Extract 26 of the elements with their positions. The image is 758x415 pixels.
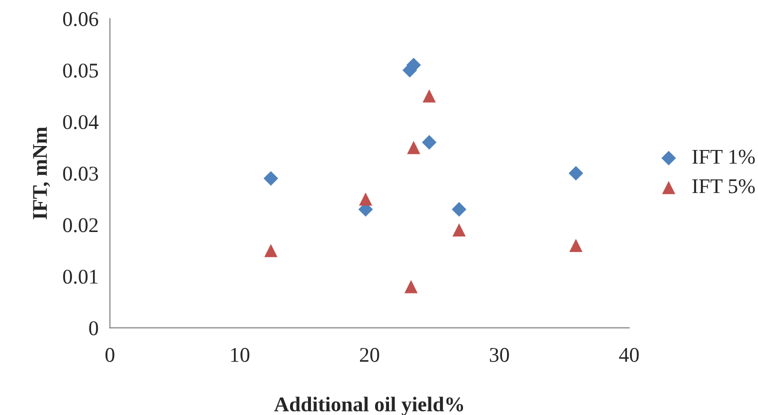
y-tick-label: 0.05 <box>63 64 98 78</box>
point <box>264 244 278 258</box>
y-tick-label: 0.01 <box>63 270 98 284</box>
y-axis-title: IFT, mNm <box>33 126 50 220</box>
point <box>568 166 584 181</box>
x-tick-label: 0 <box>105 348 114 362</box>
y-tick-label: 0 <box>89 321 98 336</box>
point <box>569 238 583 252</box>
point <box>264 171 278 186</box>
point <box>359 192 372 206</box>
y-tick-label: 0.04 <box>63 115 98 130</box>
y-tick-label: 0.03 <box>63 166 98 181</box>
x-tick-label: 30 <box>490 348 509 362</box>
y-tick-label: 0.02 <box>63 218 98 232</box>
x-tick-label: 40 <box>619 348 639 362</box>
x-tick-label: 20 <box>360 348 380 362</box>
point <box>452 223 466 237</box>
point <box>452 202 466 217</box>
legend-label: IFT 5% <box>692 179 755 194</box>
point <box>422 135 437 150</box>
legend-label: IFT 1% <box>692 150 755 164</box>
x-tick-label: 10 <box>231 348 250 362</box>
point <box>407 140 420 154</box>
point <box>422 89 436 103</box>
y-tick-label: 0.06 <box>63 12 98 26</box>
point <box>404 280 418 294</box>
